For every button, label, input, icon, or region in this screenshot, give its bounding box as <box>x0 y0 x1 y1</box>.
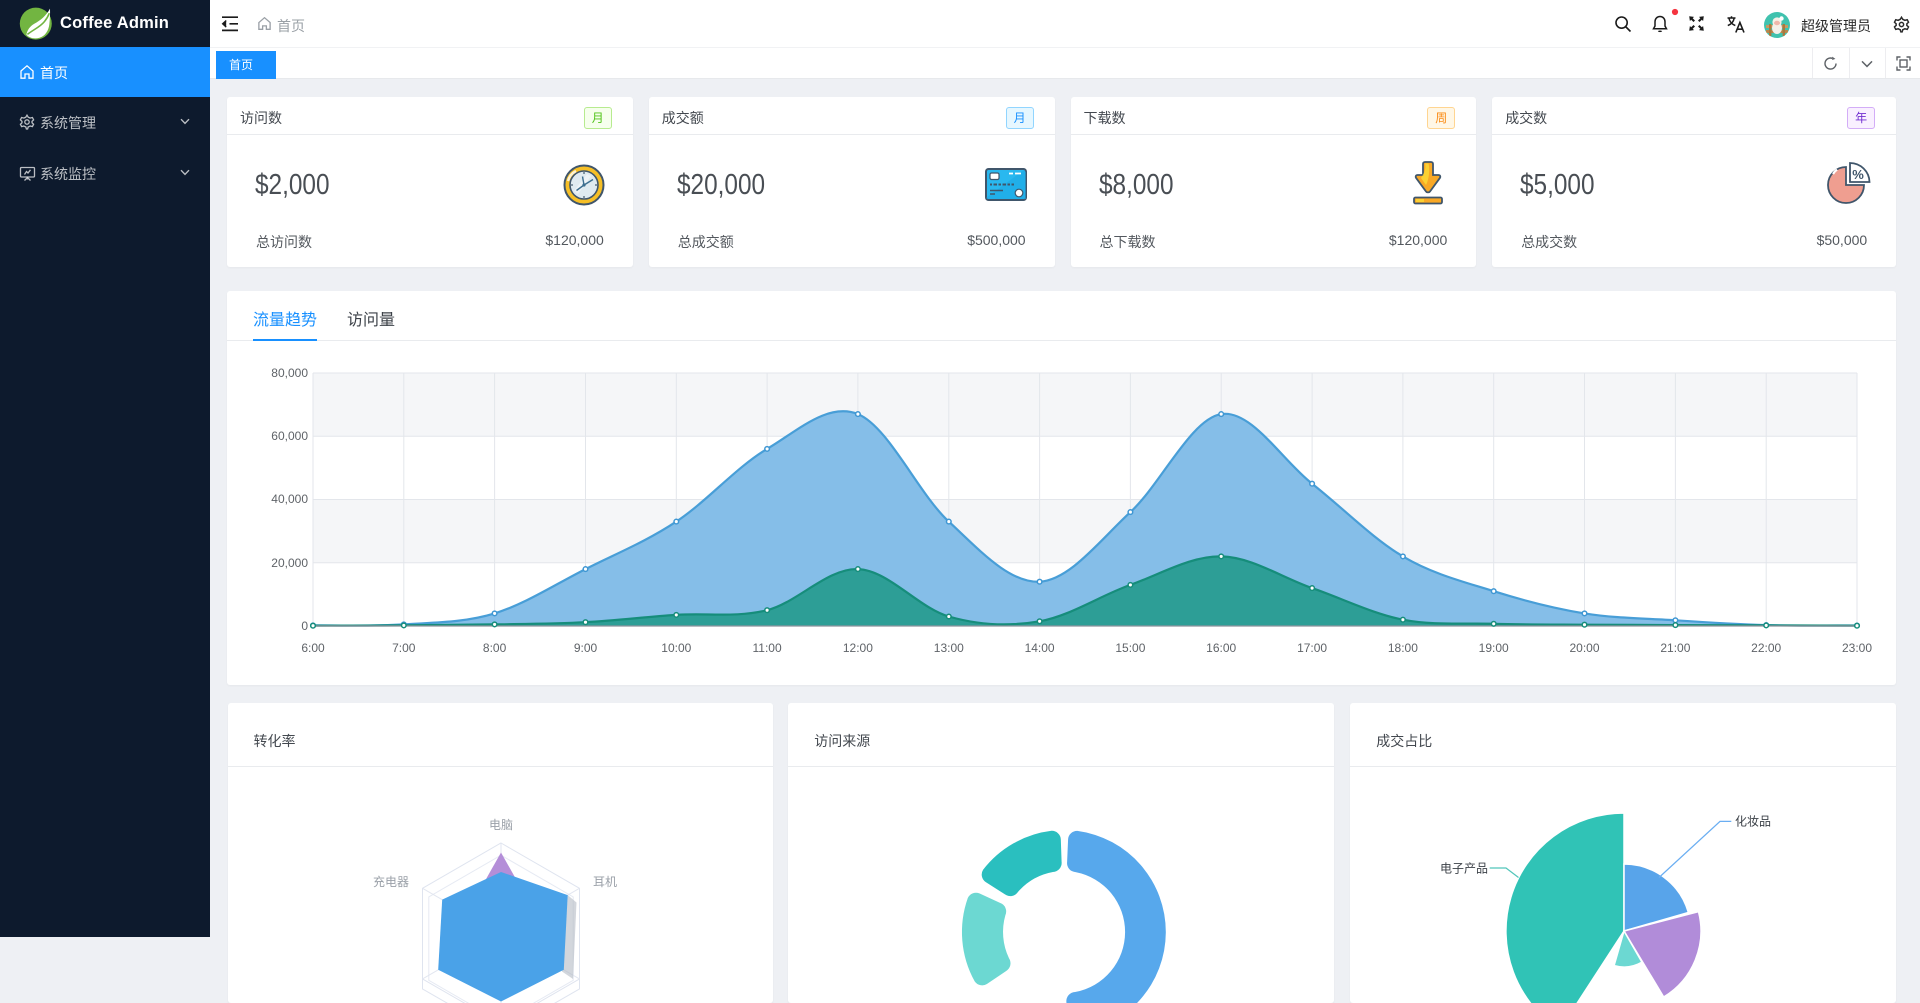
svg-text:20,000: 20,000 <box>271 556 308 570</box>
svg-text:20:00: 20:00 <box>1569 641 1599 655</box>
svg-text:9:00: 9:00 <box>574 641 598 655</box>
svg-text:%: % <box>1852 167 1864 182</box>
svg-text:14:00: 14:00 <box>1025 641 1055 655</box>
svg-text:40,000: 40,000 <box>271 492 308 506</box>
svg-text:充电器: 充电器 <box>372 874 408 889</box>
svg-text:7:00: 7:00 <box>392 641 416 655</box>
svg-text:13:00: 13:00 <box>934 641 964 655</box>
svg-text:6:00: 6:00 <box>301 641 325 655</box>
svg-text:耳机: 耳机 <box>593 875 617 889</box>
svg-text:8:00: 8:00 <box>483 641 507 655</box>
svg-text:18:00: 18:00 <box>1388 641 1418 655</box>
svg-text:22:00: 22:00 <box>1751 641 1781 655</box>
svg-text:80,000: 80,000 <box>271 366 308 380</box>
svg-text:23:00: 23:00 <box>1842 641 1872 655</box>
svg-text:化妆品: 化妆品 <box>1735 815 1771 829</box>
svg-text:12:00: 12:00 <box>843 641 873 655</box>
svg-text:16:00: 16:00 <box>1206 641 1236 655</box>
svg-text:电脑: 电脑 <box>488 818 512 832</box>
svg-text:0: 0 <box>301 619 308 633</box>
svg-text:10:00: 10:00 <box>661 641 691 655</box>
svg-text:15:00: 15:00 <box>1115 641 1145 655</box>
svg-text:21:00: 21:00 <box>1660 641 1690 655</box>
svg-text:60,000: 60,000 <box>271 429 308 443</box>
svg-text:11:00: 11:00 <box>753 641 782 655</box>
svg-text:17:00: 17:00 <box>1297 641 1327 655</box>
svg-text:电子产品: 电子产品 <box>1440 862 1488 876</box>
svg-text:19:00: 19:00 <box>1479 641 1509 655</box>
